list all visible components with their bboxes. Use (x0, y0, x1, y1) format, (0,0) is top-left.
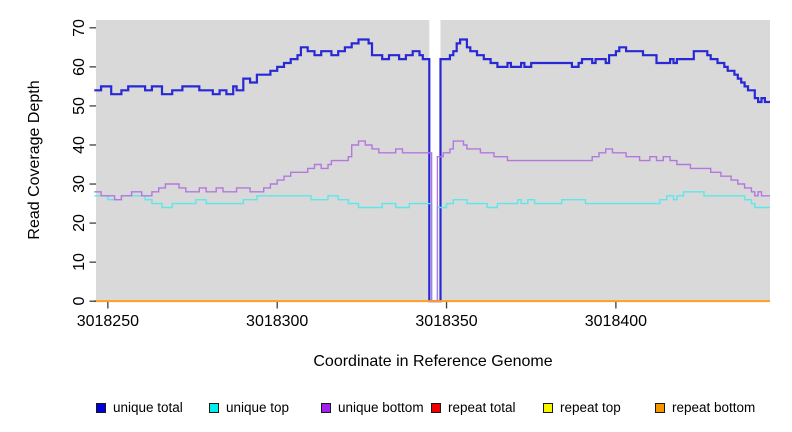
series-line-unique-top (94, 191, 770, 302)
y-tick-label: 0 (71, 296, 88, 306)
y-tick-label: 20 (71, 214, 88, 232)
x-tick-label: 3018400 (584, 313, 648, 330)
y-tick-label: 40 (71, 136, 88, 154)
y-tick-label: 50 (71, 97, 88, 115)
y-tick-label: 30 (71, 175, 88, 193)
y-tick-label: 10 (71, 253, 88, 272)
y-axis-title: Read Coverage Depth (26, 80, 43, 240)
x-tick-label: 3018300 (246, 313, 309, 330)
series-line-unique-total (94, 38, 770, 303)
y-tick-label: 60 (71, 57, 88, 76)
x-tick-label: 3018250 (76, 313, 139, 330)
x-axis-title: Coordinate in Reference Genome (313, 353, 553, 370)
masked-region (429, 20, 441, 302)
series-line-unique-bottom (94, 140, 770, 302)
x-tick-label: 3018350 (415, 313, 478, 330)
y-tick-label: 70 (71, 18, 88, 37)
